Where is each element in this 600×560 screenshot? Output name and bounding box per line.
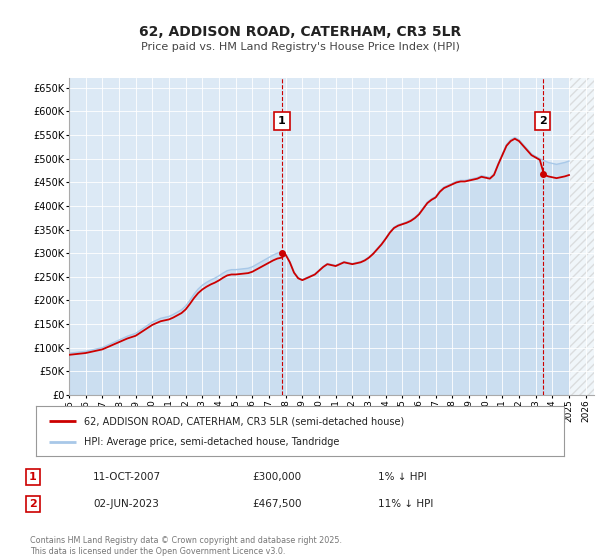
Text: £467,500: £467,500 [252,499,302,509]
Text: 2: 2 [29,499,37,509]
Text: £300,000: £300,000 [252,472,301,482]
Text: 11-OCT-2007: 11-OCT-2007 [93,472,161,482]
Text: 62, ADDISON ROAD, CATERHAM, CR3 5LR (semi-detached house): 62, ADDISON ROAD, CATERHAM, CR3 5LR (sem… [83,416,404,426]
Text: 02-JUN-2023: 02-JUN-2023 [93,499,159,509]
Text: 2: 2 [539,116,547,126]
Text: 11% ↓ HPI: 11% ↓ HPI [378,499,433,509]
Text: Price paid vs. HM Land Registry's House Price Index (HPI): Price paid vs. HM Land Registry's House … [140,42,460,52]
Text: 1% ↓ HPI: 1% ↓ HPI [378,472,427,482]
Text: Contains HM Land Registry data © Crown copyright and database right 2025.
This d: Contains HM Land Registry data © Crown c… [30,536,342,556]
Text: 1: 1 [29,472,37,482]
Text: 1: 1 [278,116,286,126]
Text: HPI: Average price, semi-detached house, Tandridge: HPI: Average price, semi-detached house,… [83,437,339,447]
Text: 62, ADDISON ROAD, CATERHAM, CR3 5LR: 62, ADDISON ROAD, CATERHAM, CR3 5LR [139,25,461,39]
